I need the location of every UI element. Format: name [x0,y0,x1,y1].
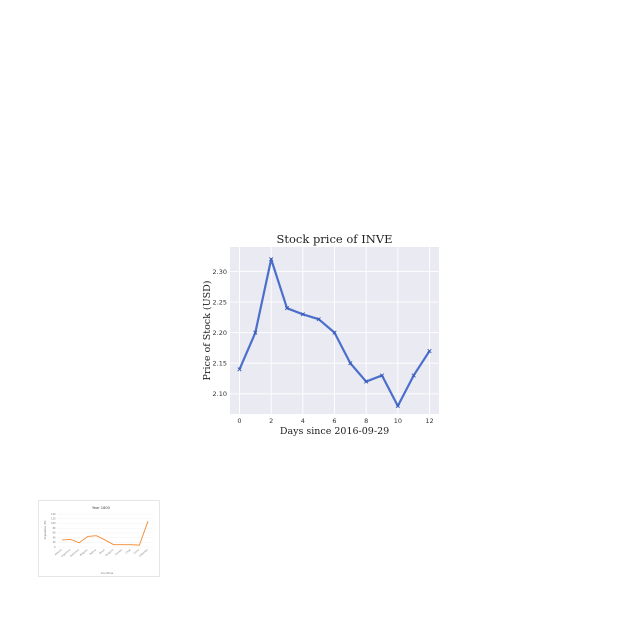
thumb-y-tick-label: 120 [51,518,56,521]
x-tick-label: 12 [425,417,433,425]
price-point [332,330,337,335]
thumb-y-tick-label: 0 [54,546,56,549]
y-tick-label: 2.25 [213,298,227,306]
price-point [395,403,400,409]
thumb-x-tick-label: Bulgaria [105,548,115,557]
thumb-x-axis-label: Countries [101,571,114,575]
x-tick-label: 0 [237,417,241,425]
thumb-chart-title: Year 1800 [92,506,111,510]
y-axis-label: Price of Stock (USD) [202,281,213,381]
thumb-x-tick-label: Canada [114,548,123,556]
x-tick-label: 4 [301,417,305,425]
thumb-x-tick-label: Bahamas [70,548,81,558]
y-tick-label: 2.15 [213,360,227,368]
price-series [237,257,432,409]
thumb-population-line [61,520,149,546]
x-axis-label: Days since 2016-09-29 [280,426,389,437]
x-tick-label: 10 [394,417,402,425]
y-tick-label: 2.20 [213,329,227,337]
price-point [348,361,353,366]
thumb-x-tick-label: Colombia [138,548,149,558]
price-point [284,306,290,311]
thumb-x-tick-label: China [133,548,140,555]
price-point [411,373,416,378]
price-point [300,312,305,317]
thumb-population-series [61,520,149,546]
x-tick-label: 8 [364,417,368,425]
x-tick-labels: 0 2 4 6 8 10 12 [237,417,433,425]
thumb-y-tick-label: 40 [53,536,56,539]
y-tick-label: 2.10 [213,390,227,398]
thumb-y-axis-label: Population (M) [43,521,47,540]
price-point [364,379,369,384]
y-tick-label: 2.30 [213,268,227,276]
thumb-x-tick-label: Bolivia [89,548,97,556]
thumb-x-tick-label: Belgium [79,548,89,557]
thumb-x-tick-label: Brazil [99,548,106,555]
thumb-x-tick-label: Chad [125,548,132,554]
thumb-x-tick-label: Albania [54,548,63,556]
thumb-y-tick-label: 80 [53,527,56,530]
thumb-y-tick-label: 20 [53,541,56,544]
y-tick-labels: 2.10 2.15 2.20 2.25 2.30 [213,268,227,398]
thumb-y-tick-label: 140 [51,513,56,516]
thumb-x-tick-label: Argentina [61,548,72,558]
chart-title: Stock price of INVE [276,232,392,246]
thumb-grid-lines [57,513,153,548]
price-point [379,373,385,378]
price-point [316,317,321,322]
x-tick-label: 6 [332,417,336,425]
thumb-y-tick-label: 100 [51,522,56,525]
price-point [427,348,432,354]
price-point [269,257,274,262]
x-tick-label: 2 [269,417,273,425]
price-point [237,367,242,372]
thumb-y-tick-label: 60 [53,532,56,535]
price-point [253,330,258,335]
